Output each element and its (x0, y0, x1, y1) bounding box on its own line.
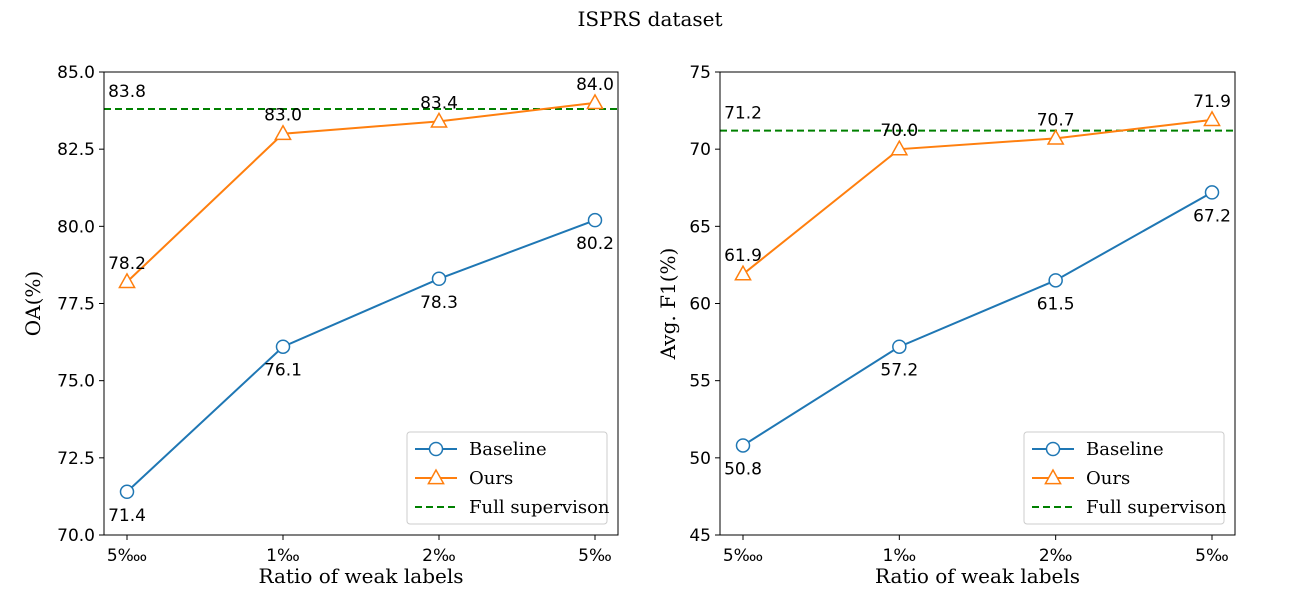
y-axis-label: OA(%) (21, 271, 45, 336)
baseline-point (119, 484, 135, 500)
ours-data-label: 61.9 (724, 246, 762, 266)
ours-data-label: 83.4 (420, 93, 458, 113)
full-supervision-label: 71.2 (724, 104, 762, 124)
ours-point (118, 272, 136, 289)
baseline-data-label: 61.5 (1037, 294, 1075, 314)
x-tick-label: 5‰ (1195, 546, 1229, 566)
y-tick-label: 85.0 (57, 63, 95, 83)
y-tick-label: 50 (689, 449, 711, 469)
baseline-point (275, 339, 291, 354)
ours-data-label: 84.0 (576, 75, 614, 95)
baseline-data-label: 76.1 (264, 361, 302, 381)
ours-series-line (126, 101, 596, 283)
y-tick-label: 60 (689, 295, 711, 315)
baseline-series-line (126, 219, 596, 493)
baseline-data-label: 80.2 (576, 234, 614, 254)
legend-baseline-marker (1045, 441, 1061, 457)
ours-point (734, 264, 752, 281)
x-tick-label: 2‰ (422, 546, 456, 566)
y-tick-label: 55 (689, 372, 711, 392)
x-axis-label: Ratio of weak labels (875, 564, 1080, 588)
legend-label: Baseline (469, 439, 547, 460)
x-tick-label: 5‱ (723, 546, 763, 566)
legend-label: Full supervison (1086, 497, 1227, 518)
baseline-point (587, 212, 603, 228)
ours-data-label: 70.7 (1037, 110, 1075, 130)
baseline-data-label: 71.4 (108, 506, 146, 526)
x-tick-label: 5‱ (107, 546, 147, 566)
x-tick-label: 1‰ (883, 546, 917, 566)
ours-point (586, 93, 604, 110)
oa-chart: 70.0 72.5 75.0 77.5 80.0 82.5 85.0 5‱ 1‰ 2‰ 5‰ Rati… (21, 63, 619, 588)
ours-data-label: 70.0 (880, 121, 918, 141)
y-axis-label: Avg. F1(%) (656, 248, 680, 361)
ours-point (430, 111, 448, 128)
baseline-point (1048, 273, 1063, 288)
y-tick-label: 70 (689, 140, 711, 160)
baseline-data-label: 67.2 (1193, 206, 1231, 226)
y-tick-label: 70.0 (57, 526, 95, 546)
y-tick-label: 80.0 (57, 217, 95, 237)
y-tick-label: 72.5 (57, 449, 95, 469)
baseline-point (735, 438, 751, 453)
f1-chart: 45 50 55 60 65 70 75 5‱ 1‰ 2‰ 5‰ Ratio of weak labe… (656, 63, 1236, 588)
legend-label: Ours (1086, 468, 1130, 489)
legend-label: Full supervison (469, 497, 610, 518)
baseline-data-label: 57.2 (880, 361, 918, 381)
legend-box (406, 431, 608, 525)
y-tick-label: 45 (689, 526, 711, 546)
legend-baseline-marker (428, 441, 444, 457)
legend-label: Ours (469, 468, 513, 489)
legend-ours-marker (427, 468, 445, 485)
y-tick-label: 65 (689, 217, 711, 237)
plot-frame (103, 71, 619, 536)
baseline-data-label: 78.3 (420, 293, 458, 313)
ours-point (1203, 110, 1221, 127)
x-tick-label: 5‰ (578, 546, 612, 566)
plot-frame (719, 71, 1236, 536)
ours-point (1046, 128, 1065, 145)
baseline-point (1204, 185, 1220, 200)
baseline-series-line (742, 191, 1213, 447)
legend-ours-marker (1044, 468, 1062, 485)
baseline-point (892, 339, 907, 354)
full-supervision-label: 83.8 (108, 82, 146, 102)
legend-label: Baseline (1086, 439, 1164, 460)
y-tick-label: 77.5 (57, 295, 95, 315)
ours-point (274, 124, 292, 141)
y-tick-label: 75 (689, 63, 711, 83)
x-axis-label: Ratio of weak labels (258, 564, 463, 588)
ours-data-label: 71.9 (1193, 92, 1231, 112)
ours-data-label: 83.0 (264, 106, 302, 126)
ours-series-line (742, 118, 1213, 275)
x-tick-label: 2‰ (1039, 546, 1073, 566)
legend-box (1023, 431, 1225, 525)
ours-point (890, 139, 909, 156)
y-tick-label: 75.0 (57, 372, 95, 392)
baseline-data-label: 50.8 (724, 459, 762, 479)
y-tick-label: 82.5 (57, 140, 95, 160)
figure-title: ISPRS dataset (578, 7, 723, 31)
baseline-point (431, 271, 447, 287)
ours-data-label: 78.2 (108, 254, 146, 274)
x-tick-label: 1‰ (266, 546, 300, 566)
